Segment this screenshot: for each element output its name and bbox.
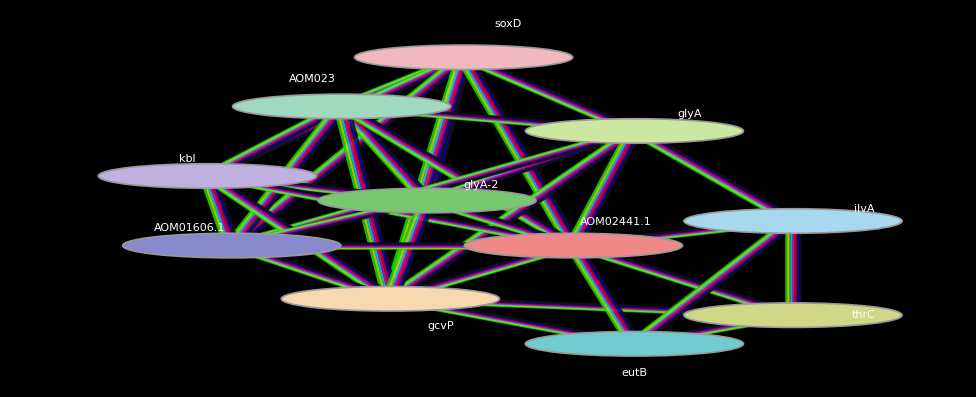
Text: thrC: thrC (851, 310, 875, 320)
Ellipse shape (525, 119, 744, 143)
Ellipse shape (684, 303, 902, 328)
Ellipse shape (123, 233, 341, 258)
Ellipse shape (232, 94, 451, 119)
Text: glyA-2: glyA-2 (464, 180, 499, 190)
Text: AOM023: AOM023 (289, 74, 336, 84)
Text: glyA: glyA (677, 109, 702, 119)
Ellipse shape (465, 233, 682, 258)
Text: kbl: kbl (179, 154, 195, 164)
Text: AOM01606.1: AOM01606.1 (154, 224, 225, 233)
Text: soxD: soxD (494, 19, 521, 29)
Ellipse shape (525, 331, 744, 356)
Text: eutB: eutB (622, 368, 647, 378)
Text: AOM02441.1: AOM02441.1 (580, 217, 651, 227)
Ellipse shape (281, 287, 500, 311)
Text: ilvA: ilvA (854, 204, 874, 214)
Ellipse shape (99, 164, 316, 188)
Ellipse shape (318, 188, 536, 213)
Ellipse shape (354, 45, 573, 69)
Text: gcvP: gcvP (427, 321, 454, 331)
Ellipse shape (684, 209, 902, 233)
